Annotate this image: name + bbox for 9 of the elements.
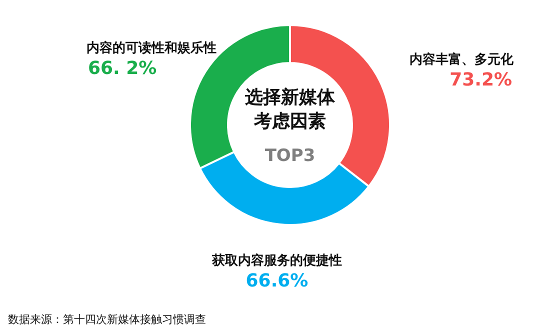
slice-label: 内容的可读性和娱乐性 — [86, 40, 217, 56]
source-note: 数据来源：第十四次新媒体接触习惯调查 — [8, 313, 206, 326]
slice-label: 获取内容服务的便捷性 — [211, 252, 342, 268]
data-label: 73.2% — [450, 69, 512, 90]
data-label: 66. 2% — [88, 58, 157, 80]
text: TOP3 — [264, 146, 316, 166]
text: 选择新媒体考虑因素 — [244, 87, 336, 132]
slice-label: 内容丰富、多元化 — [410, 51, 515, 68]
data-label: 66.6% — [246, 270, 308, 292]
